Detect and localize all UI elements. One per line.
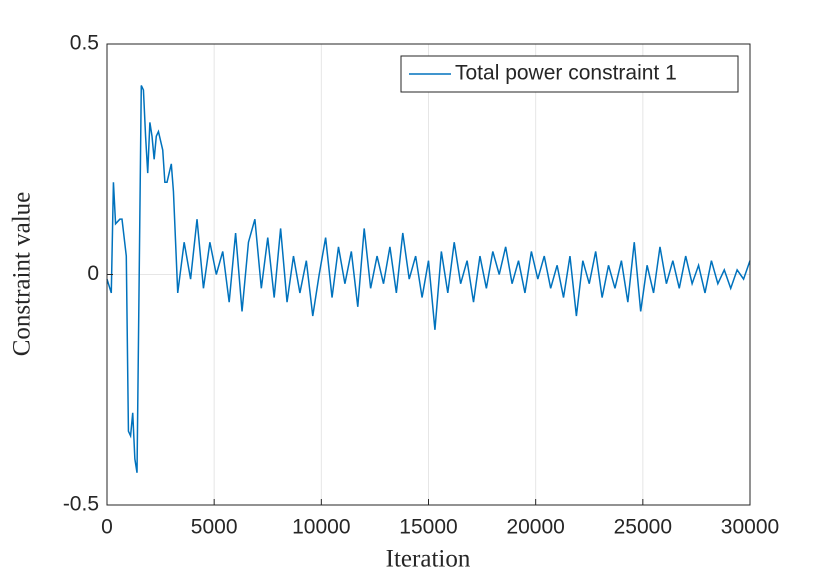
y-axis-label: Constraint value <box>9 192 36 357</box>
x-tick-label: 5000 <box>191 516 238 539</box>
x-tick-label: 30000 <box>721 516 779 539</box>
legend-box <box>400 55 739 93</box>
y-tick-label: 0.5 <box>70 32 99 55</box>
x-axis-label: Iteration <box>386 546 471 573</box>
x-tick-label: 10000 <box>292 516 350 539</box>
x-tick-label: 25000 <box>614 516 672 539</box>
y-tick-label: 0 <box>87 262 99 285</box>
x-tick-label: 0 <box>101 516 113 539</box>
y-tick-label: -0.5 <box>63 493 99 516</box>
x-tick-label: 20000 <box>506 516 564 539</box>
x-tick-label: 15000 <box>399 516 457 539</box>
legend-label: Total power constraint 1 <box>455 62 677 85</box>
data-line <box>106 85 751 473</box>
